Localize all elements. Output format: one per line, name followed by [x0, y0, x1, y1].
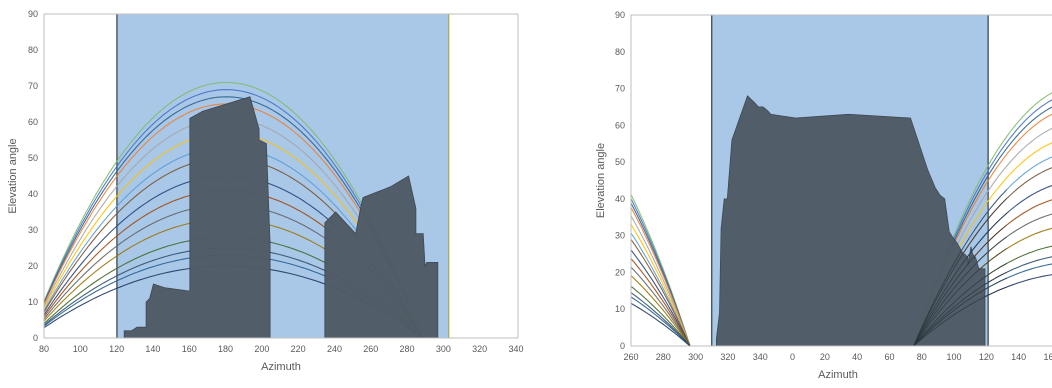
sun-path-line: [631, 292, 691, 346]
x-tick-label: 100: [947, 352, 962, 362]
sun-path-line: [631, 302, 691, 346]
y-tick-label: 30: [28, 225, 38, 235]
hidden-sun-path-line: [913, 248, 1008, 346]
plot-frame: [43, 13, 519, 339]
y-tick-label: 70: [615, 84, 625, 94]
x-tick-label: 340: [753, 352, 768, 362]
x-tick-label: 20: [820, 352, 830, 362]
obstacle-shape: [123, 96, 271, 338]
sun-path-line: [913, 99, 1052, 346]
y-tick-label: 50: [615, 157, 625, 167]
x-tick-label: 220: [291, 344, 306, 354]
sun-path-line: [631, 214, 691, 346]
sun-path-line: [631, 197, 691, 346]
y-tick-label: 70: [28, 81, 38, 91]
x-tick-label: 300: [688, 352, 703, 362]
x-tick-label: 200: [254, 344, 269, 354]
x-axis-title: Azimuth: [261, 361, 301, 373]
hidden-sun-path-line: [913, 236, 1008, 346]
hidden-sun-path-line: [913, 263, 1007, 346]
x-tick-label: 120: [109, 344, 124, 354]
y-tick-label: 20: [615, 267, 625, 277]
chart-right: 0 10 20 30 40 50 60 70 80 90 260 280 300 320 340 0 20 40 6…: [595, 10, 1052, 381]
x-tick-label: 280: [656, 352, 671, 362]
y-tick-label: 40: [28, 189, 38, 199]
hidden-sun-path-line: [913, 224, 1008, 346]
sun-path-line: [44, 81, 424, 338]
sun-path-line: [631, 266, 691, 346]
hidden-sun-path-line: [913, 271, 1007, 346]
sun-path-line: [631, 232, 691, 346]
sun-path-line: [631, 249, 691, 346]
sun-path-line: [631, 257, 691, 346]
x-tick-label: 260: [363, 344, 378, 354]
y-tick-label: 40: [615, 194, 625, 204]
x-tick-label: 80: [917, 352, 927, 362]
x-tick-label: 0: [790, 352, 795, 362]
x-axis-title: Azimuth: [818, 369, 858, 381]
y-tick-label: 0: [620, 341, 625, 351]
plot-frame: [630, 14, 1052, 347]
x-tick-label: 280: [400, 344, 415, 354]
sun-path-line: [631, 274, 691, 346]
plot-area: [44, 14, 450, 338]
sun-path-line: [631, 201, 691, 346]
sun-path-line: [913, 92, 1052, 346]
sun-path-line: [44, 89, 424, 338]
x-tick-label: 120: [979, 352, 994, 362]
x-tick-label: 320: [720, 352, 735, 362]
hidden-sun-path-line: [913, 198, 1008, 346]
y-tick-label: 80: [615, 47, 625, 57]
x-tick-label: 160: [182, 344, 197, 354]
x-tick-label: 60: [884, 352, 894, 362]
y-tick-label: 60: [615, 120, 625, 130]
y-tick-label: 0: [33, 333, 38, 343]
y-tick-label: 10: [615, 304, 625, 314]
plot-area: [631, 15, 1052, 346]
x-tick-label: 300: [436, 344, 451, 354]
y-tick-label: 90: [28, 9, 38, 19]
y-tick-label: 60: [28, 117, 38, 127]
y-tick-label: 90: [615, 10, 625, 20]
y-tick-label: 50: [28, 153, 38, 163]
hidden-sun-path-line: [913, 277, 1007, 346]
x-tick-label: 100: [73, 344, 88, 354]
x-tick-label: 340: [508, 344, 523, 354]
x-tick-label: 180: [218, 344, 233, 354]
y-tick-label: 80: [28, 45, 38, 55]
sun-path-line: [631, 206, 691, 346]
x-tick-label: 260: [623, 352, 638, 362]
sun-path-line: [913, 127, 1052, 346]
obstacle-shape: [324, 175, 439, 338]
sun-path-line: [631, 285, 691, 346]
sun-path-line: [44, 96, 424, 338]
sun-path-line: [631, 238, 691, 346]
sun-path-line: [631, 223, 691, 346]
x-tick-label: 140: [1011, 352, 1026, 362]
sun-path-line: [913, 113, 1052, 346]
sun-path-line: [913, 142, 1052, 346]
chart-panel-left: 0 10 20 30 40 50 60 70 80 90 80 100 120 140 160 180 200 2…: [0, 0, 530, 383]
x-tick-label: 80: [39, 344, 49, 354]
hidden-sun-path-line: [913, 189, 1008, 346]
y-tick-label: 30: [615, 231, 625, 241]
y-axis-title: Elevation angle: [595, 143, 607, 218]
hidden-sun-path-line: [913, 286, 1007, 346]
sun-path-line: [631, 296, 691, 346]
x-tick-label: 140: [145, 344, 160, 354]
y-tick-label: 10: [28, 297, 38, 307]
sun-path-line: [913, 106, 1052, 346]
x-tick-label: 40: [852, 352, 862, 362]
x-tick-label: 320: [472, 344, 487, 354]
chart-left: 0 10 20 30 40 50 60 70 80 90 80 100 120 140 160 180 200 2…: [7, 9, 524, 373]
sun-path-line: [631, 193, 691, 346]
y-axis-title: Elevation angle: [7, 138, 19, 213]
x-tick-label: 160: [1043, 352, 1052, 362]
chart-panel-right: 0 10 20 30 40 50 60 70 80 90 260 280 300 320 340 0 20 40 6…: [588, 0, 1052, 383]
hidden-sun-path-line: [913, 212, 1008, 346]
x-tick-label: 240: [327, 344, 342, 354]
y-tick-label: 20: [28, 261, 38, 271]
